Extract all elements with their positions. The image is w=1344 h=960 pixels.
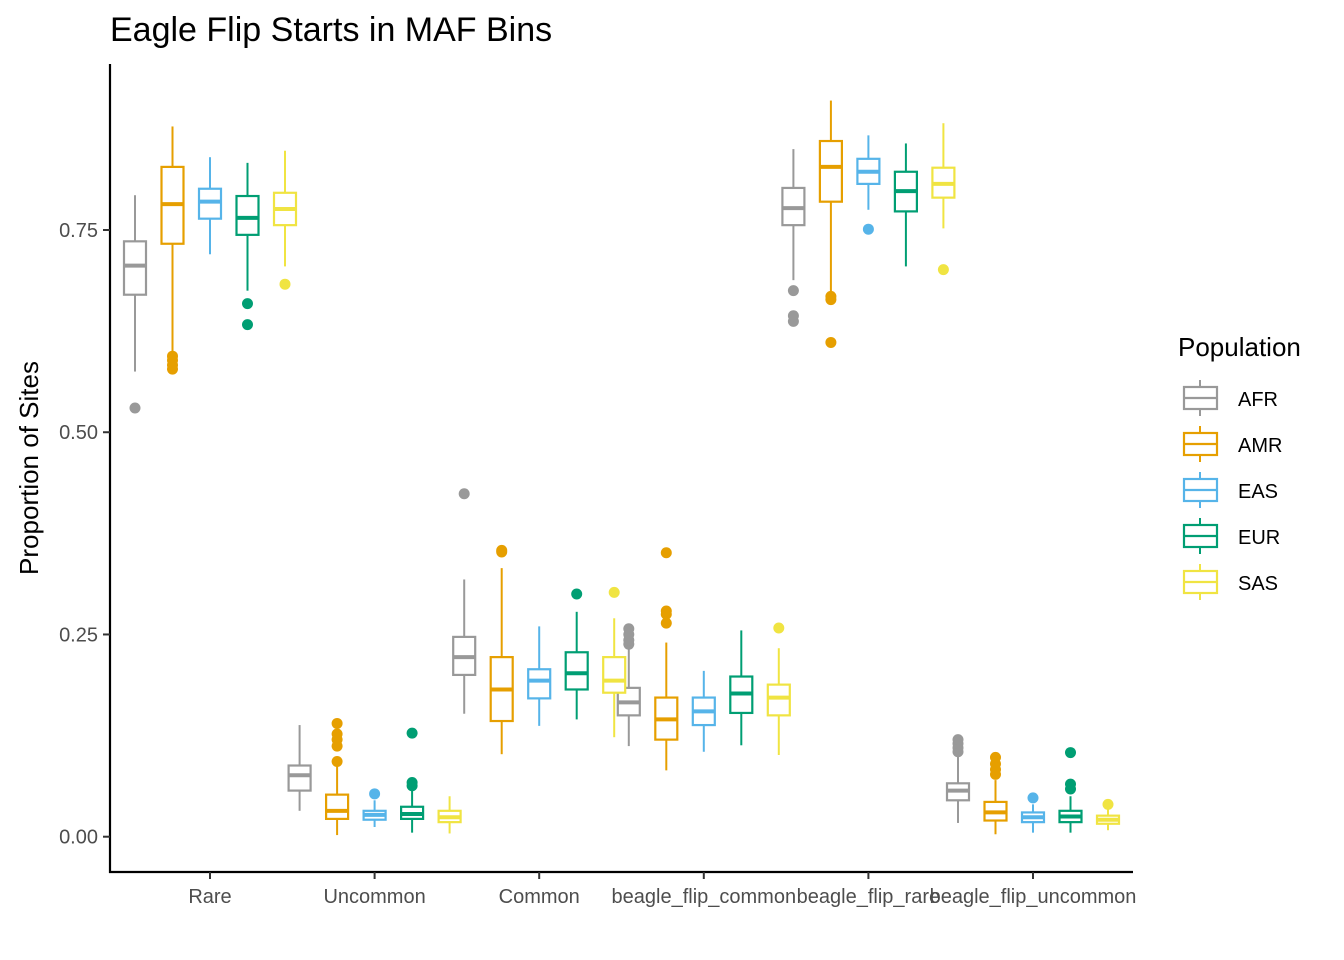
box — [602, 656, 627, 694]
series-afr — [122, 149, 971, 823]
outlier-point — [167, 350, 178, 362]
outlier-point — [331, 717, 343, 729]
box — [287, 764, 312, 792]
series-eur — [235, 143, 1083, 833]
legend-label: AFR — [1238, 389, 1278, 411]
outlier-point — [825, 336, 837, 348]
outlier-point — [242, 298, 253, 310]
box — [197, 187, 223, 220]
legend-label: EAS — [1238, 481, 1278, 503]
box — [325, 793, 350, 821]
outlier-point — [1027, 792, 1039, 804]
x-tick-label: beagle_flip_uncommon — [930, 886, 1137, 908]
outlier-point — [952, 734, 964, 746]
y-tick-label: 0.25 — [59, 624, 98, 646]
outlier-point — [571, 588, 583, 600]
x-tick-label: Uncommon — [323, 886, 425, 908]
outlier-point — [787, 310, 799, 322]
series-sas — [272, 123, 1121, 834]
legend-label: AMR — [1238, 435, 1282, 457]
plot-area: 0.00 0.25 0.50 0.75 Rare Uncommon Common beagle… — [59, 64, 1136, 908]
outlier-point — [660, 605, 672, 617]
outlier-point — [608, 586, 620, 598]
outlier-point — [825, 290, 837, 302]
box — [564, 651, 589, 691]
series-eas — [197, 135, 1046, 833]
legend-title: Population — [1178, 332, 1301, 362]
outlier-point — [242, 319, 253, 331]
outlier-point — [660, 547, 672, 559]
outlier-point — [773, 622, 785, 634]
outlier-point — [787, 285, 799, 297]
y-tick-label: 0.50 — [59, 422, 98, 444]
box — [766, 683, 791, 717]
outlier-point — [623, 623, 635, 635]
y-axis-title: Proportion of Sites — [14, 361, 44, 575]
box — [122, 240, 148, 296]
box — [235, 194, 260, 236]
outlier-point — [660, 617, 672, 629]
box — [818, 139, 844, 203]
x-tick-label: Rare — [188, 886, 231, 908]
outlier-point — [279, 278, 291, 290]
outlier-point — [1065, 747, 1076, 759]
outlier-point — [129, 402, 141, 414]
outlier-point — [406, 777, 418, 789]
y-tick-label: 0.75 — [59, 220, 98, 242]
outlier-point — [862, 223, 874, 235]
outlier-point — [496, 544, 508, 556]
outlier-point — [369, 788, 381, 800]
outlier-point — [406, 727, 418, 739]
outlier-point — [458, 488, 470, 500]
chart-title: Eagle Flip Starts in MAF Bins — [110, 11, 552, 49]
box — [527, 668, 552, 700]
outlier-point — [990, 751, 1001, 763]
outlier-point — [331, 755, 343, 767]
x-tick-label: beagle_flip_common — [612, 886, 797, 908]
x-tick-label: beagle_flip_rare — [797, 886, 940, 908]
outlier-point — [331, 728, 343, 740]
legend: Population AFR AMR EAS EUR SAS — [1178, 332, 1301, 600]
y-tick-label: 0.00 — [59, 827, 98, 849]
outlier-point — [1102, 798, 1114, 810]
series-amr — [160, 100, 1008, 836]
outlier-point — [1065, 778, 1076, 790]
legend-label: EUR — [1238, 527, 1280, 549]
outlier-point — [937, 264, 949, 276]
x-tick-label: Common — [499, 886, 580, 908]
legend-label: SAS — [1238, 573, 1278, 595]
